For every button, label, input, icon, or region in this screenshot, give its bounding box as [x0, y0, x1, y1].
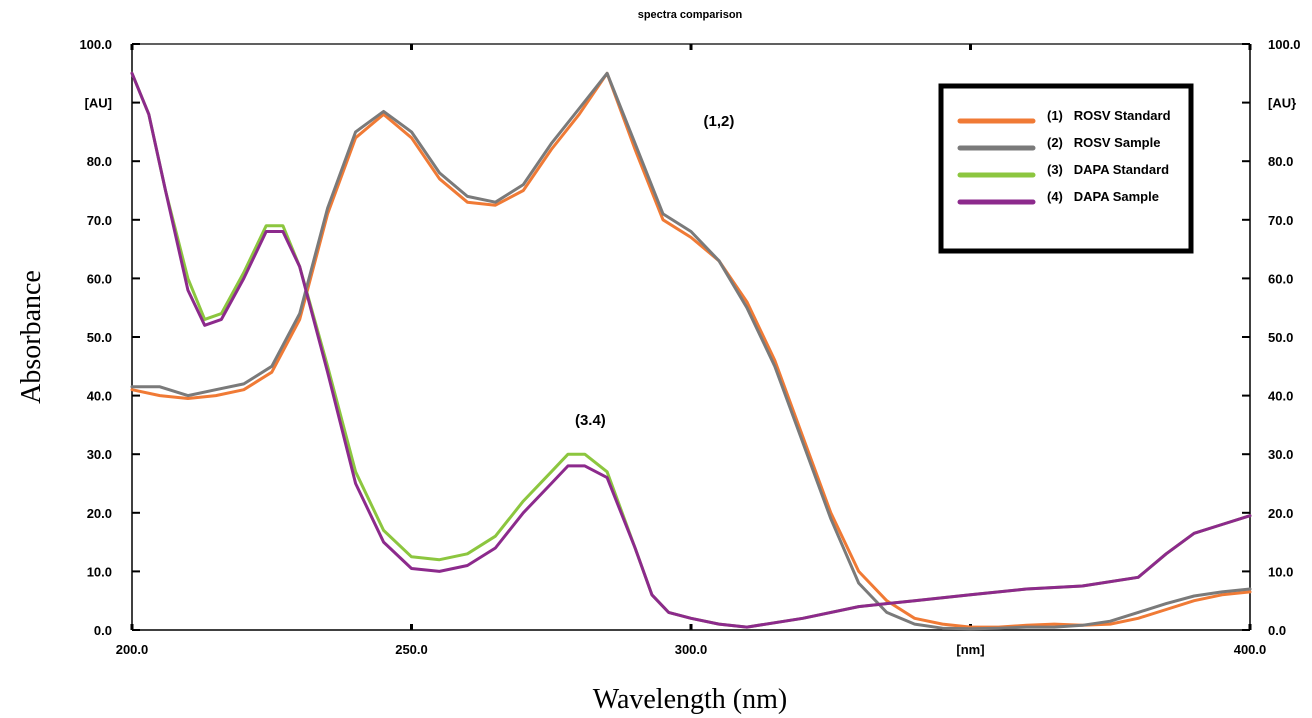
y-tick-label: 70.0: [87, 213, 112, 228]
y-tick-label-right: 60.0: [1268, 271, 1293, 286]
y-tick-label: 20.0: [87, 506, 112, 521]
legend-entry-label: (2) ROSV Sample: [1047, 135, 1160, 150]
legend-entry-label: (1) ROSV Standard: [1047, 108, 1171, 123]
x-tick-label: [nm]: [956, 642, 984, 657]
annotations: (1,2) (3.4): [575, 113, 734, 429]
y-tick-label-right: 20.0: [1268, 506, 1293, 521]
y-tick-label-right: 70.0: [1268, 213, 1293, 228]
y-tick-label-right: 30.0: [1268, 447, 1293, 462]
x-tick-label: 200.0: [116, 642, 149, 657]
x-axis-title: Wavelength (nm): [593, 684, 787, 715]
y-tick-label-right: 40.0: [1268, 389, 1293, 404]
legend-box: [938, 83, 1194, 254]
series-line-4: [130, 71, 1252, 629]
y-tick-label-right: [AU}: [1268, 96, 1296, 111]
y-tick-label: 50.0: [87, 330, 112, 345]
y-tick-label-right: 80.0: [1268, 154, 1293, 169]
series-line-2: [130, 71, 1252, 631]
legend-entry-label: (4) DAPA Sample: [1047, 189, 1159, 204]
y-tick-label: 40.0: [87, 389, 112, 404]
y-tick-label-right: 10.0: [1268, 564, 1293, 579]
y-tick-label-right: 100.0: [1268, 37, 1301, 52]
series-layer: [130, 71, 1252, 631]
x-tick-label: 400.0: [1234, 642, 1267, 657]
legend: (1) ROSV Standard (2) ROSV Sample (3) DAPA…: [938, 83, 1194, 254]
x-tick-label: 250.0: [395, 642, 428, 657]
y-tick-label: 80.0: [87, 154, 112, 169]
y-tick-label: 0.0: [94, 623, 112, 638]
y-tick-label: 30.0: [87, 447, 112, 462]
legend-entry-label: (3) DAPA Standard: [1047, 162, 1169, 177]
chart-title: spectra comparison: [638, 9, 743, 21]
y-tick-label: [AU]: [85, 96, 112, 111]
x-tick-label: 300.0: [675, 642, 708, 657]
y-tick-label: 60.0: [87, 271, 112, 286]
axis-ticks: 200.0 250.0 300.0 [nm] 400.00.0 0.010.0 10.020…: [79, 37, 1300, 657]
y-tick-label: 10.0: [87, 564, 112, 579]
annotation-label: (3.4): [575, 412, 606, 429]
y-tick-label-right: 50.0: [1268, 330, 1293, 345]
y-axis-title: Absorbance: [16, 270, 47, 404]
y-tick-label: 100.0: [79, 37, 112, 52]
y-tick-label-right: 0.0: [1268, 623, 1286, 638]
annotation-label: (1,2): [704, 113, 735, 130]
